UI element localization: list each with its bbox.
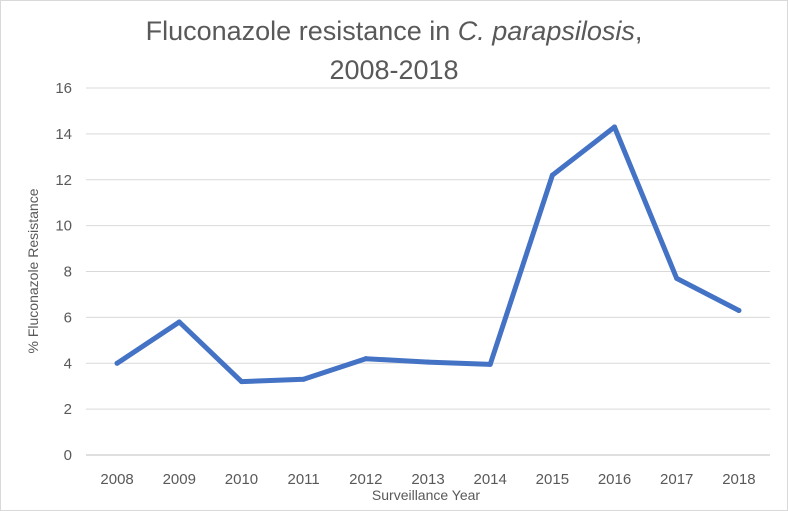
data-point xyxy=(487,361,493,367)
x-tick-label: 2013 xyxy=(411,471,444,488)
chart-title-italic: C. parapsilosis xyxy=(458,16,635,46)
data-point xyxy=(301,376,307,382)
data-point xyxy=(114,360,120,366)
chart-title-line-1: Fluconazole resistance in C. parapsilosi… xyxy=(146,16,643,46)
y-tick-label: 16 xyxy=(55,80,72,97)
series-line xyxy=(114,124,742,385)
x-axis-title: Surveillance Year xyxy=(372,487,481,503)
x-tick-label: 2010 xyxy=(225,471,258,488)
gridlines xyxy=(86,87,770,456)
data-point xyxy=(612,124,618,130)
y-tick-label: 8 xyxy=(64,264,72,281)
data-point xyxy=(176,319,182,325)
x-tick-label: 2017 xyxy=(660,471,693,488)
y-axis-ticks: 0 2 4 6 8 10 12 14 16 xyxy=(55,80,72,464)
data-point xyxy=(425,359,431,365)
y-axis-title: % Fluconazole Resistance xyxy=(25,188,41,353)
data-point xyxy=(549,172,555,178)
x-tick-label: 2015 xyxy=(536,471,569,488)
y-tick-label: 4 xyxy=(64,355,72,372)
data-point xyxy=(238,379,244,385)
x-tick-label: 2009 xyxy=(163,471,196,488)
x-tick-label: 2011 xyxy=(288,471,320,488)
series-layer xyxy=(114,124,742,385)
x-tick-label: 2014 xyxy=(473,471,506,488)
y-tick-label: 12 xyxy=(55,172,72,189)
data-point xyxy=(674,275,680,281)
x-tick-label: 2018 xyxy=(722,471,755,488)
data-point xyxy=(363,356,369,362)
y-tick-label: 14 xyxy=(55,126,72,143)
y-tick-label: 2 xyxy=(64,401,72,418)
x-tick-label: 2008 xyxy=(100,471,133,488)
chart-title-line-2: 2008-2018 xyxy=(329,55,458,85)
x-tick-label: 2016 xyxy=(598,471,631,488)
x-tick-label: 2012 xyxy=(349,471,382,488)
y-tick-label: 0 xyxy=(64,447,72,464)
chart-title-regular: Fluconazole resistance in xyxy=(146,16,458,46)
x-axis-ticks: 2008 2009 2010 2011 2012 2013 2014 2015 2016 2017… xyxy=(100,471,755,488)
chart-title-suffix: , xyxy=(635,16,643,46)
y-tick-label: 10 xyxy=(55,218,72,235)
data-point xyxy=(736,307,742,313)
y-tick-label: 6 xyxy=(64,309,72,326)
